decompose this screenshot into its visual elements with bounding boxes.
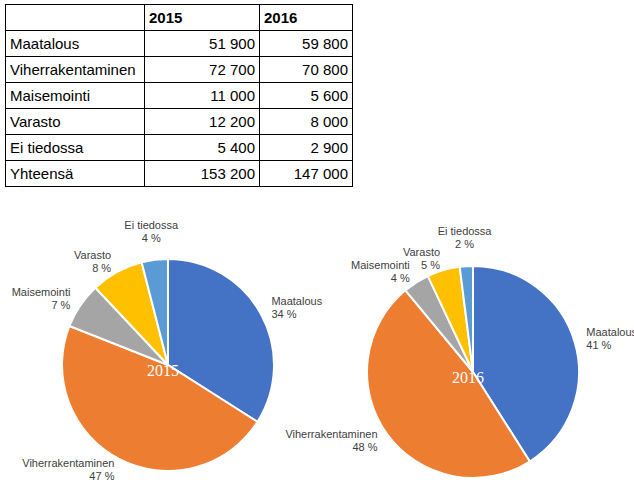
svg-text:Varasto5 %: Varasto5 % bbox=[403, 246, 440, 271]
html-text:153 200: 153 200 bbox=[200, 165, 255, 182]
svg-text:Viherrakentaminen48 %: Viherrakentaminen48 % bbox=[285, 428, 377, 453]
html-text:2 900: 2 900 bbox=[310, 139, 348, 156]
html-text:Viherrakentaminen: Viherrakentaminen bbox=[10, 61, 136, 78]
svg-text:Ei tiedossa4 %: Ei tiedossa4 % bbox=[124, 219, 179, 244]
html-text:Varasto: Varasto bbox=[10, 113, 61, 130]
html-text:147 000: 147 000 bbox=[293, 165, 348, 182]
html-text:12 200: 12 200 bbox=[209, 113, 255, 130]
html-text:Yhteensä: Yhteensä bbox=[10, 165, 74, 182]
html-text:Maatalous: Maatalous bbox=[10, 35, 80, 52]
svg-text:Ei tiedossa2 %: Ei tiedossa2 % bbox=[438, 225, 493, 250]
svg-text:Maisemointi4 %: Maisemointi4 % bbox=[351, 259, 410, 284]
html-text:2016: 2016 bbox=[264, 9, 298, 26]
html-text:59 800: 59 800 bbox=[302, 35, 348, 52]
svg-text:Maatalous41 %: Maatalous41 % bbox=[586, 326, 626, 351]
html-text:Ei tiedossa: Ei tiedossa bbox=[10, 139, 84, 156]
html-text:2015: 2015 bbox=[149, 9, 183, 26]
html-text:51 900: 51 900 bbox=[209, 35, 255, 52]
svg-text:Viherrakentaminen47 %: Viherrakentaminen47 % bbox=[22, 457, 114, 482]
html-text:2015: 2015 bbox=[147, 362, 179, 379]
svg-text:Maatalous34 %: Maatalous34 % bbox=[271, 295, 322, 320]
svg-text:Varasto8 %: Varasto8 % bbox=[74, 249, 111, 274]
html-text:5 600: 5 600 bbox=[310, 87, 348, 104]
html-text:Maisemointi: Maisemointi bbox=[10, 87, 90, 104]
svg-text:Maisemointi7 %: Maisemointi7 % bbox=[12, 286, 71, 311]
html-text:11 000: 11 000 bbox=[210, 87, 255, 104]
html-text:72 700: 72 700 bbox=[209, 61, 255, 78]
html-text:2016: 2016 bbox=[452, 369, 484, 386]
html-text:70 800: 70 800 bbox=[302, 61, 348, 78]
html-text:5 400: 5 400 bbox=[217, 139, 255, 156]
html-text:8 000: 8 000 bbox=[310, 113, 348, 130]
